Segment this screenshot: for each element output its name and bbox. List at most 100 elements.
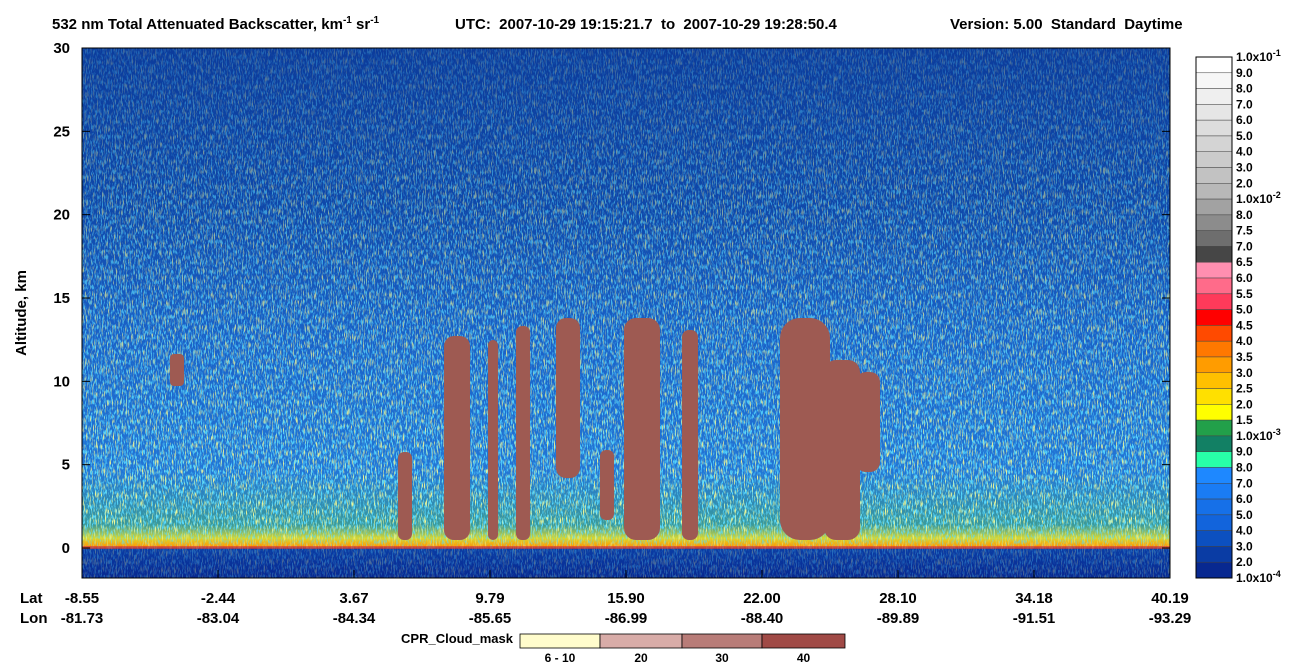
colorbar-swatch	[1195, 435, 1233, 452]
colorbar-label: 2.0	[1236, 176, 1253, 190]
colorbar-label: 6.0	[1236, 113, 1253, 127]
x-tick-label: -8.55	[65, 590, 99, 607]
colorbar-label: 4.0	[1236, 145, 1253, 159]
colorbar-swatch	[1195, 561, 1233, 579]
x-tick-label: -85.65	[469, 610, 512, 627]
colorbar-swatch	[1195, 72, 1233, 89]
x-tick-label: -81.73	[61, 610, 104, 627]
title-text: sr	[352, 16, 371, 33]
chart-title: 532 nm Total Attenuated Backscatter, km-…	[52, 15, 380, 33]
colorbar-swatch	[1195, 167, 1233, 184]
colorbar-label: 5.0	[1236, 129, 1253, 143]
colorbar-swatch	[1195, 151, 1233, 168]
colorbar-swatch	[1195, 498, 1233, 516]
y-tick-label: 15	[53, 290, 70, 307]
colorbar-label: 1.5	[1236, 413, 1253, 427]
colorbar-swatch	[1195, 277, 1233, 295]
colorbar-label: 4.0	[1236, 334, 1253, 348]
colorbar-swatch	[1195, 467, 1233, 484]
cpr-swatch	[519, 633, 601, 649]
cpr-swatch	[761, 633, 846, 649]
colorbar-label: 6.0	[1236, 271, 1253, 285]
x-tick-label: -2.44	[201, 590, 236, 607]
y-axis-label: Altitude, km	[13, 270, 30, 356]
x-tick-label: -91.51	[1013, 610, 1056, 627]
colorbar-label: 8.0	[1236, 208, 1253, 222]
colorbar-swatch	[1195, 183, 1233, 200]
colorbar-label: 5.5	[1236, 287, 1253, 301]
x-row-label: Lon	[20, 610, 48, 627]
colorbar-swatch	[1195, 325, 1233, 342]
title-sup: -1	[343, 15, 352, 26]
y-tick-label: 10	[53, 373, 70, 390]
colorbar-label: 7.0	[1236, 476, 1253, 490]
colorbar-swatch	[1195, 88, 1233, 105]
y-tick-label: 30	[53, 40, 70, 57]
colorbar-swatch	[1195, 104, 1233, 121]
cpr-label: 30	[715, 651, 729, 665]
title-sup: -1	[370, 15, 379, 26]
colorbar-label: 2.0	[1236, 555, 1253, 569]
colorbar-label: 3.5	[1236, 350, 1253, 364]
x-tick-label: 9.79	[475, 590, 504, 607]
time-range: UTC: 2007-10-29 19:15:21.7 to 2007-10-29…	[455, 16, 838, 33]
colorbar-label-base: 1.0x10	[1236, 429, 1273, 443]
x-tick-label: 40.19	[1151, 590, 1189, 607]
colorbar-swatch	[1195, 230, 1233, 247]
x-tick-label: 28.10	[879, 590, 917, 607]
colorbar-frame	[1195, 56, 1233, 579]
cpr-swatch	[681, 633, 763, 649]
colorbar-label: 6.0	[1236, 492, 1253, 506]
colorbar-swatch	[1195, 198, 1233, 216]
colorbar-swatch	[1195, 388, 1233, 405]
colorbar-label-exp: -3	[1273, 427, 1281, 437]
colorbar-swatch	[1195, 483, 1233, 500]
colorbar-label: 5.0	[1236, 303, 1253, 317]
colorbar-label: 2.5	[1236, 382, 1253, 396]
colorbar-swatch	[1195, 56, 1233, 74]
colorbar-swatch	[1195, 246, 1233, 263]
x-tick-label: -84.34	[333, 610, 376, 627]
colorbar-label: 7.5	[1236, 224, 1253, 238]
cpr-label: 20	[634, 651, 648, 665]
cpr-label: 40	[797, 651, 811, 665]
title-text: 532 nm Total Attenuated Backscatter, km	[52, 16, 343, 33]
x-tick-label: -93.29	[1149, 610, 1192, 627]
colorbar-swatch	[1195, 404, 1233, 421]
plot-image	[82, 48, 1170, 578]
colorbar-label: 3.0	[1236, 161, 1253, 175]
cpr-swatch	[599, 633, 683, 649]
x-tick-label: 22.00	[743, 590, 781, 607]
y-tick-label: 25	[53, 123, 70, 140]
colorbar-swatch	[1195, 419, 1233, 437]
colorbar-label-base: 1.0x10	[1236, 192, 1273, 206]
x-tick-label: 15.90	[607, 590, 645, 607]
colorbar-label: 8.0	[1236, 82, 1253, 96]
x-tick-label: -88.40	[741, 610, 784, 627]
surface	[82, 546, 1170, 549]
colorbar-label: 7.0	[1236, 97, 1253, 111]
colorbar-label-base: 1.0x10	[1236, 571, 1273, 585]
colorbar-label-exp: -1	[1273, 48, 1281, 58]
colorbar-swatch	[1195, 261, 1233, 279]
colorbar-label: 9.0	[1236, 445, 1253, 459]
colorbar-label: 8.0	[1236, 460, 1253, 474]
colorbar-swatch	[1195, 372, 1233, 389]
colorbar-swatch	[1195, 451, 1233, 468]
colorbar-swatch	[1195, 309, 1233, 326]
colorbar-label: 4.0	[1236, 524, 1253, 538]
colorbar-swatch	[1195, 119, 1233, 137]
version: Version: 5.00 Standard Daytime	[950, 16, 1183, 33]
cpr-title: CPR_Cloud_mask	[401, 631, 514, 646]
colorbar-label-exp: -2	[1273, 190, 1281, 200]
cloud-decoration	[170, 318, 880, 540]
colorbar-label: 3.0	[1236, 539, 1253, 553]
colorbar-label: 2.0	[1236, 397, 1253, 411]
colorbar-label: 9.0	[1236, 66, 1253, 80]
colorbar-swatch	[1195, 530, 1233, 547]
cpr-label: 6 - 10	[545, 651, 576, 665]
x-tick-label: -89.89	[877, 610, 920, 627]
colorbar-label: 4.5	[1236, 318, 1253, 332]
colorbar: 1.0x10-19.08.07.06.05.04.03.02.01.0x10-2…	[1195, 48, 1281, 585]
